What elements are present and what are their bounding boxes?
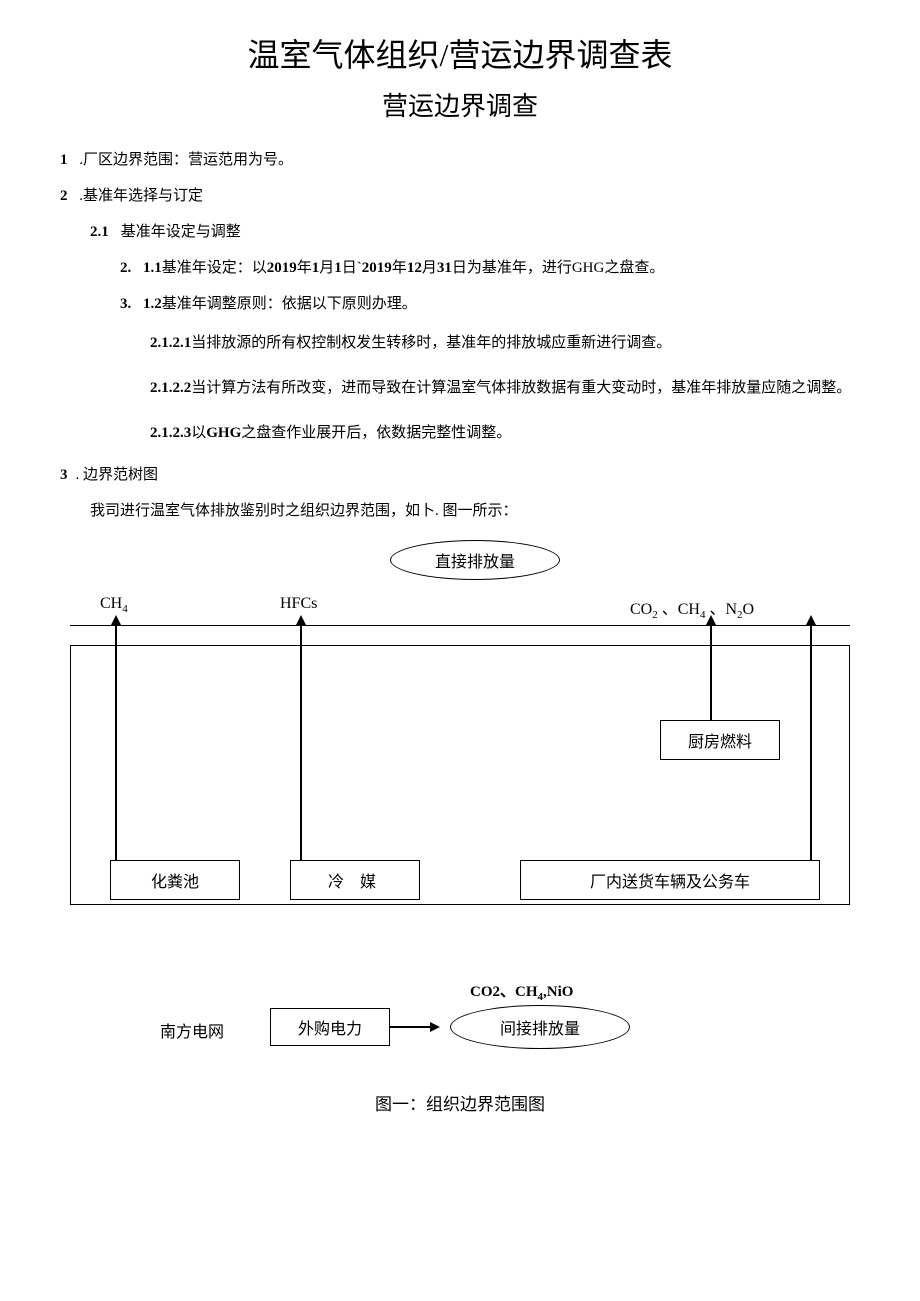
section-2: 2 .基准年选择与订定	[60, 184, 860, 205]
arrow-hfcs-line	[300, 625, 302, 860]
section-1-num: 1	[60, 152, 68, 168]
section-1-text: .厂区边界范围：营运范用为号。	[76, 152, 294, 168]
section-2-1-2-label: 1.2	[143, 296, 162, 312]
section-2-1-2-2: 2.1.2.2当计算方法有所改变，进而导致在计算温室气体排放数据有重大变动时，基…	[150, 373, 860, 403]
section-2-1-1-b3: 1	[334, 260, 342, 276]
lbl-r-m1: 、CH	[658, 601, 700, 618]
diagram-direct-emissions: 直接排放量 CH4 HFCs CO2 、CH4 、N2O 厨房燃料 化粪池 冷 …	[70, 540, 850, 940]
box-vehicles: 厂内送货车辆及公务车	[520, 860, 820, 900]
section-2-1-1-m3: 日`	[342, 260, 362, 276]
ellipse-direct-emission: 直接排放量	[390, 540, 560, 580]
figure-caption: 图一：组织边界范围图	[60, 1090, 860, 1115]
arrow-hfcs-head-icon	[296, 615, 306, 625]
section-2-text: .基准年选择与订定	[76, 188, 204, 204]
section-2-1-2-1-num: 2.1.2.1	[150, 335, 191, 351]
label-formula-indirect: CO2、CH4,NiO	[470, 980, 573, 1003]
section-1: 1 .厂区边界范围：营运范用为号。	[60, 148, 860, 169]
ellipse-indirect-emission: 间接排放量	[450, 1005, 630, 1049]
section-2-1-1-b1: 2019	[267, 260, 297, 276]
section-2-1-text: 基准年设定与调整	[121, 224, 241, 240]
section-3-text: . 边界范树图	[76, 467, 159, 483]
section-2-1-1-b6: 31	[437, 260, 452, 276]
diagram-indirect-emissions: CO2、CH4,NiO 南方电网 外购电力 间接排放量	[70, 980, 850, 1070]
section-2-1-1-m1: 年	[297, 260, 312, 276]
arrow-ch4-head-icon	[111, 615, 121, 625]
section-2-1-1-m5: 月	[422, 260, 437, 276]
section-2-1-num: 2.1	[90, 224, 109, 240]
label-ch4: CH4	[100, 595, 128, 615]
lbl-r-o: O	[743, 601, 755, 618]
section-2-1-2-3: 2.1.2.3以GHG之盘查作业展开后，依数据完整性调整。	[150, 418, 860, 448]
section-2-1-2-2-text: 当计算方法有所改变，进而导致在计算温室气体排放数据有重大变动时，基准年排放量应随…	[191, 380, 851, 396]
section-2-1: 2.1 基准年设定与调整	[90, 220, 860, 241]
section-2-1-2-3-num: 2.1.2.3	[150, 425, 191, 441]
label-hfcs: HFCs	[280, 595, 317, 613]
arrow-elec-line	[390, 1026, 430, 1028]
section-2-1-2-3-bold: GHG	[206, 425, 241, 441]
section-2-1-1-b4: 2019	[362, 260, 392, 276]
section-2-1-2-num: 3.	[120, 296, 131, 312]
section-3: 3 . 边界范树图	[60, 463, 860, 484]
section-3-body: 我司进行温室气体排放鉴别时之组织边界范围，如卜. 图一所示：	[90, 499, 860, 520]
section-2-1-1-label: 1.1	[143, 260, 162, 276]
section-2-1-1-t0: 基准年设定：以	[162, 260, 267, 276]
section-2-1-1-num: 2.	[120, 260, 131, 276]
page-title-main: 温室气体组织/营运边界调查表	[60, 30, 860, 76]
arrow-elec-head-icon	[430, 1022, 440, 1032]
section-2-1-1: 2. 1.1基准年设定：以2019年1月1日`2019年12月31日为基准年，进…	[120, 256, 860, 277]
box-refrigerant: 冷 媒	[290, 860, 420, 900]
section-2-1-1-m2: 月	[319, 260, 334, 276]
lbl-r-pre: CO	[630, 601, 652, 618]
section-2-1-2-text: 基准年调整原则：依据以下原则办理。	[162, 296, 417, 312]
label-southern-grid: 南方电网	[160, 1018, 224, 1042]
arrow-vehicle-head-icon	[806, 615, 816, 625]
label-co2-ch4-n2o: CO2 、CH4 、N2O	[630, 595, 754, 621]
arrow-kitchen-line	[710, 625, 712, 720]
section-2-1-2-2-num: 2.1.2.2	[150, 380, 191, 396]
arrow-ch4-line	[115, 625, 117, 860]
section-2-1-2-1-text: 当排放源的所有权控制权发生转移时，基准年的排放城应重新进行调查。	[191, 335, 671, 351]
section-2-1-2-3-tail: 之盘查作业展开后，依数据完整性调整。	[241, 425, 511, 441]
box-purchased-electricity: 外购电力	[270, 1008, 390, 1046]
section-2-1-2-1: 2.1.2.1当排放源的所有权控制权发生转移时，基准年的排放城应重新进行调查。	[150, 328, 860, 358]
formula-tail: ,NiO	[543, 984, 573, 1000]
label-ch4-sub: 4	[122, 603, 128, 615]
divider-line	[70, 625, 850, 626]
section-2-1-1-b5: 12	[407, 260, 422, 276]
box-septic-tank: 化粪池	[110, 860, 240, 900]
section-2-1-2-3-text: 以	[191, 425, 206, 441]
arrow-vehicle-line	[810, 625, 812, 860]
formula-pre: CO2、CH	[470, 984, 538, 1000]
page-title-sub: 营运边界调查	[60, 86, 860, 123]
section-2-1-1-m4: 年	[392, 260, 407, 276]
section-2-1-2: 3. 1.2基准年调整原则：依据以下原则办理。	[120, 292, 860, 313]
box-kitchen-fuel: 厨房燃料	[660, 720, 780, 760]
section-2-1-1-m6: 日为基准年，进行GHG之盘查。	[452, 260, 665, 276]
label-ch4-text: CH	[100, 595, 122, 612]
section-2-num: 2	[60, 188, 68, 204]
section-3-num: 3	[60, 467, 68, 483]
arrow-kitchen-head-icon	[706, 615, 716, 625]
